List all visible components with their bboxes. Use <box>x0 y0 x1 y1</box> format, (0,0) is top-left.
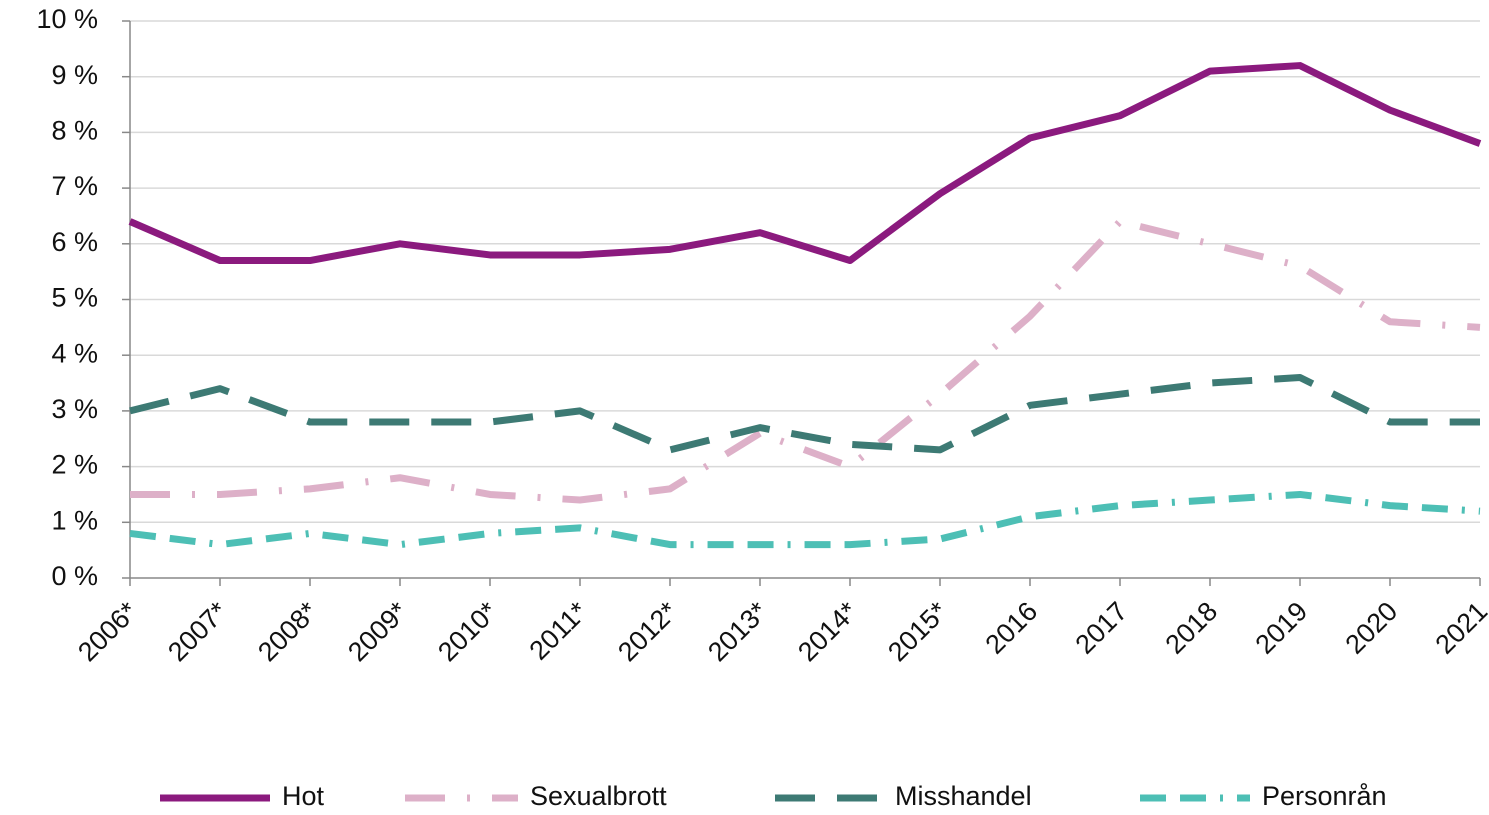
y-tick-label: 0 % <box>51 561 98 591</box>
x-tick-label: 2011* <box>524 596 594 666</box>
y-tick-label: 7 % <box>51 171 98 201</box>
legend-item: Personrån <box>1140 781 1387 811</box>
legend-label: Misshandel <box>895 781 1032 811</box>
legend-item: Hot <box>160 781 325 811</box>
series-line <box>130 218 1481 504</box>
x-tick-label: 2010* <box>432 596 503 667</box>
y-tick-label: 1 % <box>51 505 98 535</box>
series-line <box>129 490 1481 549</box>
x-tick-label: 2016 <box>980 596 1044 660</box>
y-tick-label: 4 % <box>51 338 98 368</box>
legend-item: Misshandel <box>775 781 1032 811</box>
y-tick-label: 3 % <box>51 394 98 424</box>
legend-item: Sexualbrott <box>405 781 667 811</box>
y-tick-label: 9 % <box>51 60 98 90</box>
y-tick-label: 6 % <box>51 227 98 257</box>
legend-label: Hot <box>282 781 325 811</box>
legend-label: Personrån <box>1262 781 1387 811</box>
x-tick-label: 2015* <box>882 596 953 667</box>
x-tick-label: 2018 <box>1160 596 1224 660</box>
x-tick-label: 2006* <box>72 596 143 667</box>
series-line <box>129 373 1480 454</box>
x-tick-label: 2009* <box>342 596 413 667</box>
y-tick-label: 5 % <box>51 283 98 313</box>
y-tick-label: 2 % <box>51 450 98 480</box>
x-tick-label: 2014* <box>792 596 863 667</box>
x-tick-label: 2012* <box>612 596 683 667</box>
x-tick-label: 2013* <box>702 596 773 667</box>
x-tick-label: 2007* <box>162 596 233 667</box>
x-tick-label: 2008* <box>252 596 323 667</box>
y-tick-label: 10 % <box>36 4 98 34</box>
x-tick-label: 2017 <box>1070 596 1134 660</box>
series-line <box>128 62 1482 265</box>
legend-label: Sexualbrott <box>530 781 667 811</box>
x-tick-label: 2019 <box>1250 596 1314 660</box>
x-tick-label: 2021 <box>1430 596 1489 660</box>
y-tick-label: 8 % <box>51 116 98 146</box>
x-tick-label: 2020 <box>1340 596 1404 660</box>
